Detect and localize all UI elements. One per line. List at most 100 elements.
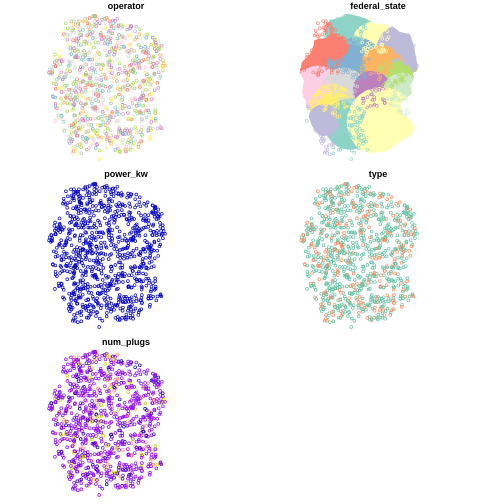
station-point [355, 189, 360, 193]
station-point [146, 50, 151, 55]
station-point [126, 419, 130, 423]
station-point [342, 63, 346, 67]
station-point [333, 278, 337, 282]
station-point [114, 287, 119, 292]
station-point [101, 120, 106, 124]
station-point [343, 297, 348, 301]
station-point [137, 437, 141, 442]
station-point [317, 205, 321, 210]
station-point [86, 82, 90, 87]
station-point [346, 258, 351, 263]
station-point [135, 279, 139, 284]
station-point [318, 194, 322, 199]
station-point [137, 379, 141, 383]
station-point [411, 294, 416, 299]
station-point [136, 400, 141, 404]
station-point [396, 50, 401, 55]
station-point [69, 411, 74, 416]
station-point [58, 409, 62, 414]
station-point [374, 212, 378, 217]
station-point [59, 70, 63, 75]
station-point [352, 62, 357, 66]
station-point [322, 49, 327, 54]
station-point [97, 230, 101, 235]
station-point [116, 318, 120, 322]
station-point [372, 95, 377, 99]
station-point [53, 388, 57, 393]
station-point [364, 220, 368, 225]
station-point [144, 423, 148, 428]
station-point [369, 280, 373, 284]
station-point [140, 133, 144, 137]
station-point [326, 90, 330, 95]
station-point [110, 278, 115, 282]
station-point [402, 233, 406, 237]
station-point [391, 287, 396, 292]
station-point [87, 43, 92, 47]
station-point [398, 128, 402, 132]
station-point [68, 368, 73, 372]
station-point [76, 152, 80, 156]
station-point [326, 79, 331, 84]
station-point [385, 230, 390, 235]
station-point [60, 413, 65, 418]
station-point [61, 364, 66, 369]
station-point [144, 255, 148, 260]
station-point [389, 200, 394, 204]
station-point [97, 388, 102, 392]
station-point [140, 427, 145, 432]
station-point [157, 64, 162, 69]
station-point [140, 461, 144, 465]
station-point [344, 284, 349, 288]
station-point [109, 192, 114, 196]
station-point [355, 194, 360, 198]
station-point [122, 44, 126, 49]
station-point [87, 25, 91, 30]
station-point [122, 256, 126, 261]
station-point [342, 30, 347, 34]
station-point [322, 151, 327, 155]
station-point [340, 134, 344, 139]
station-point [79, 487, 84, 492]
station-point [381, 295, 386, 299]
station-point [130, 285, 134, 290]
station-point [124, 312, 129, 317]
station-point [96, 235, 100, 239]
station-point [131, 317, 135, 321]
station-point [351, 78, 356, 82]
station-point [81, 449, 85, 453]
station-point [107, 355, 112, 360]
station-point [109, 65, 114, 70]
station-point [410, 242, 415, 247]
station-point [76, 393, 81, 398]
station-point [337, 33, 341, 37]
station-point [97, 398, 101, 403]
station-point [356, 314, 361, 319]
station-point [124, 239, 129, 243]
station-point [126, 308, 130, 313]
station-point [73, 288, 77, 293]
station-point [323, 28, 328, 33]
station-point [144, 266, 148, 270]
station-point [309, 222, 314, 226]
station-point [394, 34, 398, 38]
station-point [333, 28, 337, 32]
station-point [137, 103, 141, 108]
station-point [155, 417, 160, 421]
station-point [86, 57, 91, 62]
station-point [144, 272, 148, 276]
station-point [115, 352, 120, 357]
station-point [337, 189, 342, 193]
station-point [70, 474, 75, 478]
station-point [372, 40, 376, 44]
station-point [357, 116, 361, 120]
station-point [76, 225, 81, 230]
station-point [90, 437, 94, 442]
station-point [89, 83, 94, 88]
station-point [107, 205, 111, 210]
station-point [396, 115, 401, 120]
station-point [352, 278, 357, 282]
station-point [83, 230, 88, 234]
station-point [73, 151, 77, 155]
station-point [143, 401, 148, 405]
